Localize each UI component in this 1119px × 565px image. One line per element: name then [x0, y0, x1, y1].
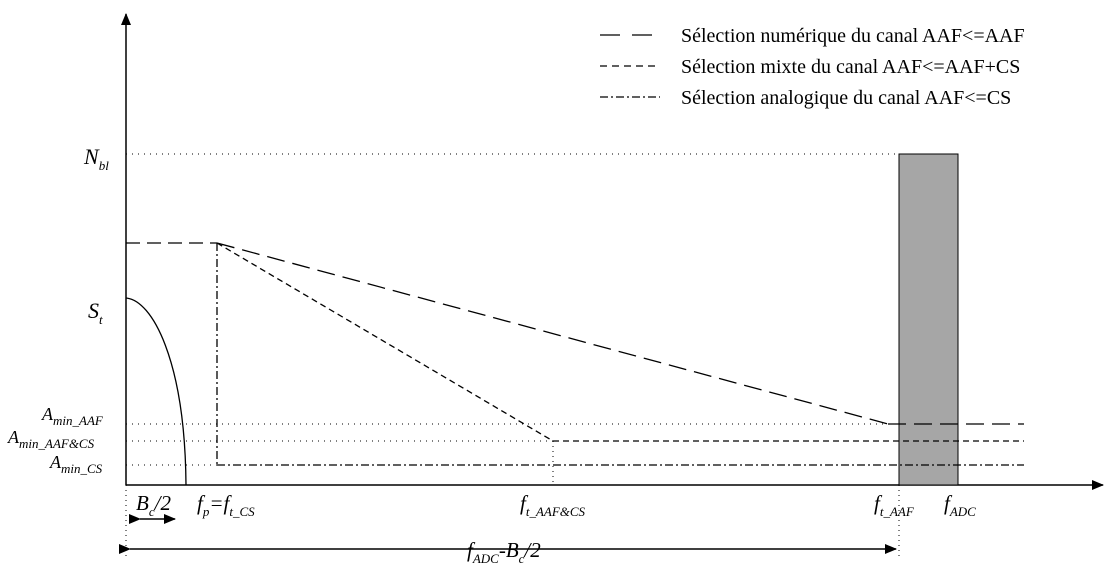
adc-block	[898, 153, 959, 486]
legend-label-analog: Sélection analogique du canal AAF<=CS	[681, 87, 1011, 109]
legend-label-numeric: Sélection numérique du canal AAF<=AAF	[681, 25, 1025, 47]
label-nbl: Nbl	[83, 144, 109, 173]
mixed-selection-slope	[216, 242, 554, 442]
label-bc2: Bc/2	[136, 491, 171, 519]
label-fadc: fADC	[944, 491, 976, 519]
label-faafcs: ft_AAF&CS	[520, 491, 586, 519]
label-fp: fp=ft_CS	[197, 491, 255, 519]
label-amin-aafcs: Amin_AAF&CS	[7, 427, 95, 451]
label-amin-cs: Amin_CS	[49, 452, 103, 476]
numeric-selection-slope	[216, 242, 889, 425]
legend-label-mixed: Sélection mixte du canal AAF<=AAF+CS	[681, 56, 1020, 78]
label-st: St	[88, 298, 103, 327]
label-fadc-span: fADC-Bc/2	[467, 538, 541, 565]
label-faaf: ft_AAF	[874, 491, 915, 519]
signal-curve	[125, 297, 187, 486]
legend: Sélection numérique du canal AAF<=AAF Sé…	[600, 25, 1025, 109]
label-amin-aaf: Amin_AAF	[41, 404, 104, 428]
